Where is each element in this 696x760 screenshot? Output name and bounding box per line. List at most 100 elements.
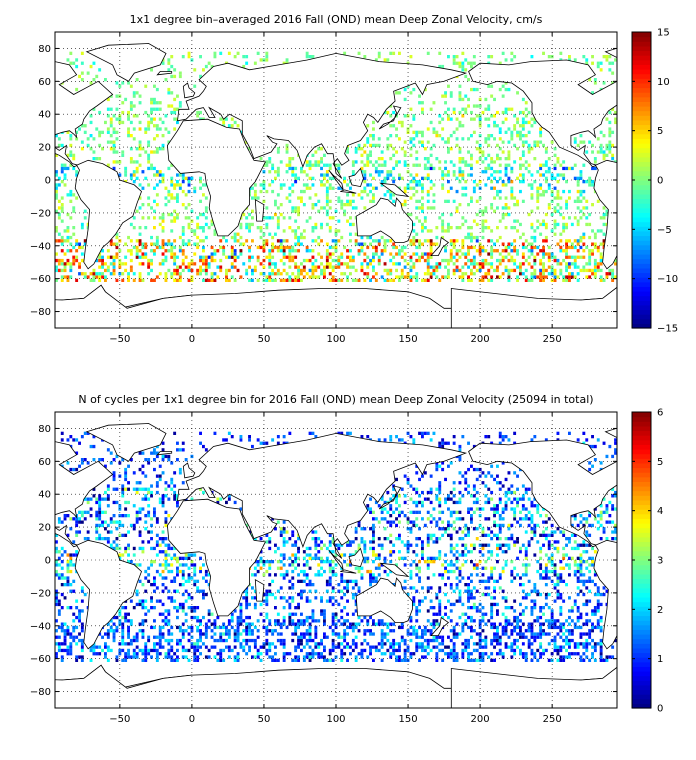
bin-cell [507,619,511,623]
bin-cell [461,252,465,256]
bin-cell [501,94,505,98]
bin-cell [573,239,577,243]
bin-cell [279,625,283,630]
bin-cell [576,645,580,649]
bin-cell [115,232,119,236]
bin-cell [585,61,589,65]
bin-cell [496,642,499,646]
bin-cell [288,275,292,279]
bin-cell [490,114,494,118]
bin-cell [204,632,208,636]
bin-cell [461,655,465,659]
bin-cell [60,560,64,564]
bin-cell [75,137,79,141]
bin-cell [544,180,548,184]
bin-cell [190,615,194,620]
bin-cell [472,180,476,184]
bin-cell [403,652,407,656]
bin-cell [542,272,545,276]
bin-cell [127,130,130,134]
bin-cell [323,615,326,620]
bin-cell [69,275,73,279]
bin-cell [158,170,162,174]
bin-cell [227,629,231,633]
bin-cell [320,183,323,187]
bin-cell [487,176,491,180]
bin-cell [472,648,476,653]
bin-cell [568,566,571,570]
bin-cell [153,97,156,102]
bin-cell [297,655,300,659]
bin-cell [438,64,442,69]
bin-cell [421,226,424,230]
bin-cell [305,173,309,177]
bin-cell [331,176,335,180]
bin-cell [553,563,557,567]
bin-cell [565,262,568,266]
bin-cell [112,632,116,636]
bin-cell [452,262,456,266]
bin-cell [389,622,393,626]
bin-cell [576,609,580,613]
bin-cell [147,566,151,570]
bin-cell [325,255,329,259]
bin-cell [426,127,430,131]
bin-cell [127,134,130,138]
bin-cell [429,638,433,643]
bin-cell [484,249,488,253]
bin-cell [153,589,156,593]
bin-cell [591,655,594,659]
bin-cell [559,51,563,55]
bin-cell [449,160,453,164]
bin-cell [300,619,303,623]
bin-cell [135,114,139,118]
bin-cell [478,252,482,256]
bin-cell [210,275,214,279]
bin-cell [60,629,64,633]
bin-cell [562,579,566,583]
bin-cell [530,275,534,279]
bin-cell [426,576,430,580]
bin-cell [219,51,223,55]
x-tick-label: 150 [399,334,418,345]
bin-cell [213,645,217,649]
bin-cell [556,189,560,194]
bin-cell [265,629,269,633]
bin-cell [167,596,171,600]
bin-cell [55,619,58,623]
bin-cell [429,560,433,564]
bin-cell [475,566,479,570]
bin-cell [524,160,528,164]
bin-cell [173,652,177,656]
bin-cell [449,242,453,246]
bin-cell [510,249,514,253]
bin-cell [291,569,295,574]
bin-cell [562,655,566,659]
bin-cell [115,160,119,164]
bin-cell [513,114,517,118]
bin-cell [490,275,494,279]
bin-cell [288,216,292,220]
bin-cell [496,638,499,643]
bin-cell [472,258,476,263]
bin-cell [599,61,603,65]
bin-cell [504,560,508,564]
bin-cell [210,219,214,223]
bin-cell [585,648,589,653]
bin-cell [155,193,159,197]
bin-cell [544,583,548,587]
bin-cell [542,255,545,259]
bin-cell [297,209,300,213]
bin-cell [501,206,505,210]
colorbar-tick-label: −15 [657,324,678,335]
bin-cell [340,658,344,662]
bin-cell [135,209,139,213]
bin-cell [178,249,182,253]
bin-cell [423,638,427,643]
bin-cell [328,245,332,250]
bin-cell [550,255,554,259]
bin-cell [187,203,191,207]
bin-cell [268,629,272,633]
bin-cell [403,655,407,659]
bin-cell [118,612,122,616]
